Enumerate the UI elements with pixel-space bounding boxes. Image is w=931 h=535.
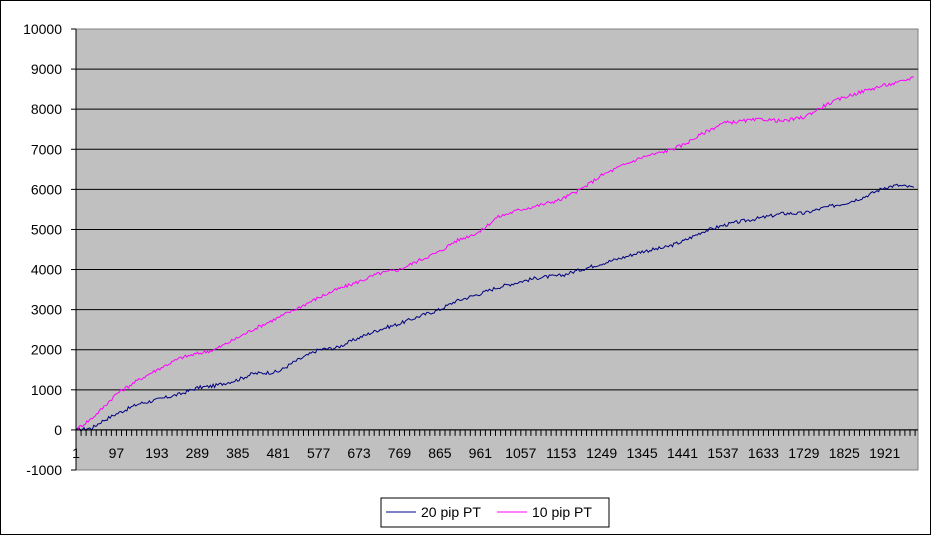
axes bbox=[71, 28, 918, 471]
y-tick-label: 7000 bbox=[31, 141, 62, 157]
x-tick-label: 1729 bbox=[788, 445, 819, 461]
y-tick-label: 8000 bbox=[31, 101, 62, 117]
x-tick-label: 193 bbox=[145, 445, 169, 461]
y-tick-label: 1000 bbox=[31, 382, 62, 398]
x-tick-label: 1345 bbox=[627, 445, 658, 461]
x-tick-label: 1441 bbox=[667, 445, 698, 461]
y-tick-label: 4000 bbox=[31, 262, 62, 278]
x-tick-label: 1921 bbox=[869, 445, 900, 461]
x-tick-label: 1633 bbox=[748, 445, 779, 461]
y-tick-label: 5000 bbox=[31, 221, 62, 237]
x-tick-label: 1249 bbox=[586, 445, 617, 461]
series-line-20-pip-pt bbox=[75, 183, 915, 432]
x-tick-label: 481 bbox=[267, 445, 291, 461]
y-tick-label: -1000 bbox=[26, 462, 62, 478]
x-tick-label: 769 bbox=[388, 445, 412, 461]
plot-area bbox=[75, 28, 919, 471]
x-tick-label: 1537 bbox=[707, 445, 738, 461]
legend-label-10-pip-pt: 10 pip PT bbox=[532, 504, 592, 520]
y-tick-label: 9000 bbox=[31, 61, 62, 77]
x-tick-label: 1057 bbox=[505, 445, 536, 461]
legend-label-20-pip-pt: 20 pip PT bbox=[421, 504, 481, 520]
x-tick-label: 865 bbox=[428, 445, 452, 461]
y-tick-label: 3000 bbox=[31, 302, 62, 318]
x-tick-label: 289 bbox=[186, 445, 210, 461]
legend-box bbox=[380, 497, 610, 528]
y-axis-labels: -1000 0 1000 2000 3000 4000 5000 6000 7000 8000 90… bbox=[23, 21, 62, 478]
y-tick-label: 6000 bbox=[31, 181, 62, 197]
series-line-10-pip-pt bbox=[75, 76, 914, 431]
x-tick-label: 1153 bbox=[546, 445, 576, 461]
x-tick-label: 1825 bbox=[829, 445, 860, 461]
x-tick-label: 673 bbox=[347, 445, 371, 461]
x-axis-labels: 1 97 193 289 385 481 577 673 769 865 961 1057 1153 12… bbox=[72, 445, 900, 461]
legend: 20 pip PT 10 pip PT bbox=[380, 497, 610, 528]
x-tick-label: 961 bbox=[469, 445, 493, 461]
y-tick-label: 2000 bbox=[31, 342, 62, 358]
y-tick-label: 0 bbox=[54, 422, 62, 438]
x-tick-label: 1 bbox=[72, 445, 80, 461]
y-tick-label: 10000 bbox=[23, 21, 62, 37]
x-tick-label: 97 bbox=[109, 445, 125, 461]
x-tick-label: 385 bbox=[226, 445, 250, 461]
series-layer bbox=[75, 76, 915, 432]
x-tick-label: 577 bbox=[307, 445, 331, 461]
